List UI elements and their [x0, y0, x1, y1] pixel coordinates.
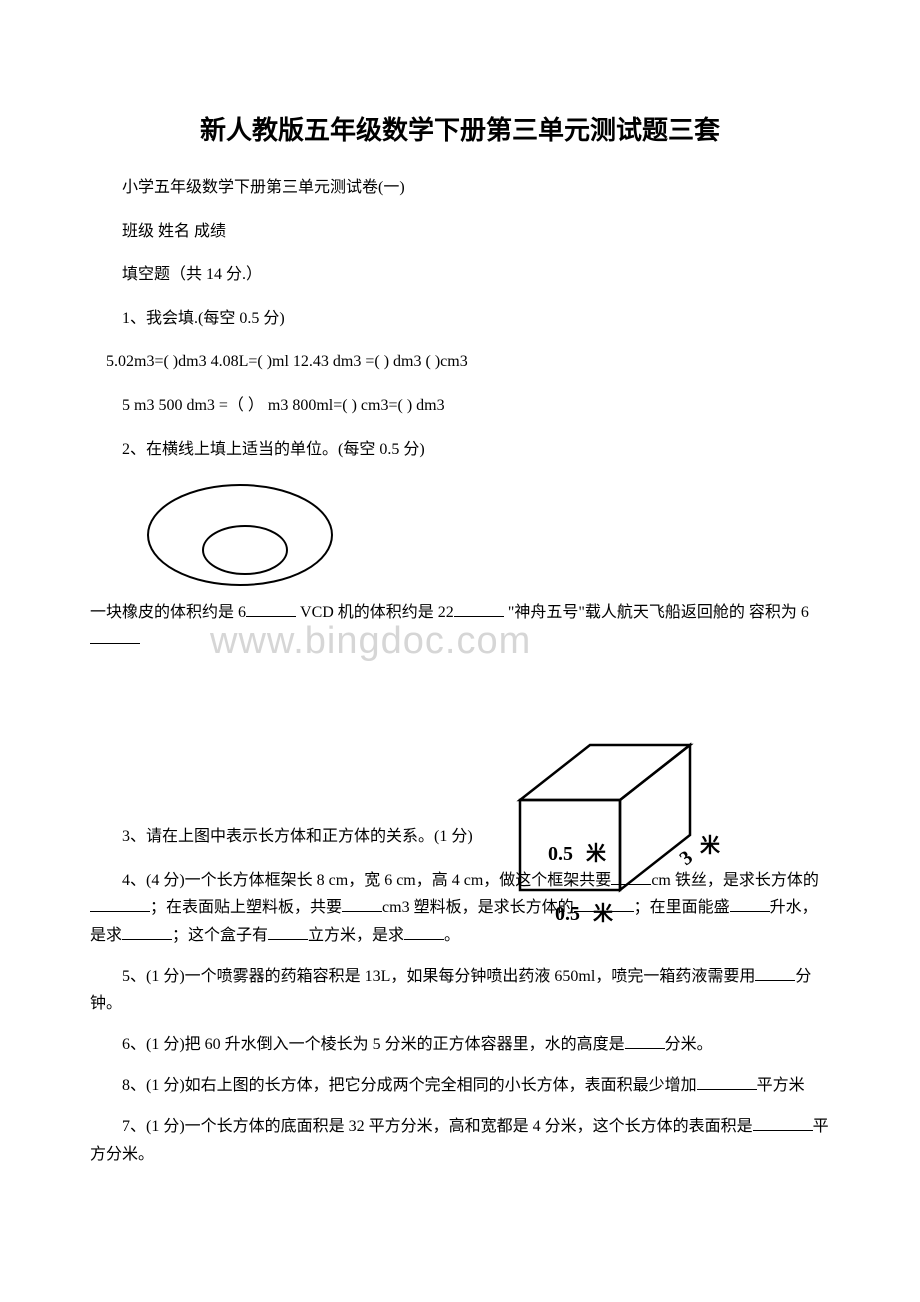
subtitle: 小学五年级数学下册第三单元测试卷(一) [90, 175, 830, 201]
q4-blank-2 [90, 896, 150, 912]
svg-text:米: 米 [593, 902, 614, 925]
q1-label: 1、我会填.(每空 0.5 分) [90, 306, 830, 332]
q2-text-b: VCD 机的体积约是 22 [296, 604, 454, 621]
q5-text: 5、(1 分)一个喷雾器的药箱容积是 13L，如果每分钟喷出药液 650ml，喷… [90, 963, 830, 1017]
q1-row1: 5.02m3=( )dm3 4.08L=( )ml 12.43 dm3 =( )… [90, 349, 830, 375]
q4-blank-5 [730, 896, 770, 912]
q2-text-c: "神舟五号"载人航天飞船返回舱的 容积为 6 [504, 604, 809, 621]
q7-a: 7、(1 分)一个长方体的底面积是 32 平方分米，高和宽都是 4 分米，这个长… [122, 1118, 753, 1135]
q2-label: 2、在横线上填上适当的单位。(每空 0.5 分) [90, 437, 830, 463]
q8-blank [697, 1074, 757, 1090]
svg-text:3: 3 [676, 846, 697, 869]
q4-i: 。 [444, 927, 460, 944]
q4-blank-8 [404, 924, 444, 940]
q6-text: 6、(1 分)把 60 升水倒入一个棱长为 5 分米的正方体容器里，水的高度是 分… [90, 1031, 830, 1058]
document-content: 新人教版五年级数学下册第三单元测试题三套 小学五年级数学下册第三单元测试卷(一)… [90, 110, 830, 1168]
q4-blank-3 [342, 896, 382, 912]
q6-b: 分米。 [665, 1036, 713, 1053]
q4-blank-7 [268, 924, 308, 940]
q4-blank-6 [122, 924, 172, 940]
q2-blank-3 [90, 628, 140, 644]
q4-g: ；这个盒子有 [172, 927, 268, 944]
section-fill-heading: 填空题（共 14 分.） [90, 262, 830, 288]
q6-blank [625, 1033, 665, 1049]
svg-text:米: 米 [586, 842, 607, 865]
q5-blank [755, 965, 795, 981]
q2-blank-1 [246, 601, 296, 617]
q2-text-a: 一块橡皮的体积约是 6 [90, 604, 246, 621]
q2-text: 一块橡皮的体积约是 6 VCD 机的体积约是 22 "神舟五号"载人航天飞船返回… [90, 599, 830, 653]
q1-row2: 5 m3 500 dm3 =（ ） m3 800ml=( ) cm3=( ) d… [90, 393, 830, 419]
q7-text: 7、(1 分)一个长方体的底面积是 32 平方分米，高和宽都是 4 分米，这个长… [90, 1113, 830, 1167]
q2-blank-2 [454, 601, 504, 617]
page-title: 新人教版五年级数学下册第三单元测试题三套 [90, 110, 830, 147]
q4-h: 立方米，是求 [308, 927, 404, 944]
q7-blank [753, 1115, 813, 1131]
q6-a: 6、(1 分)把 60 升水倒入一个棱长为 5 分米的正方体容器里，水的高度是 [122, 1036, 625, 1053]
q8-text: 8、(1 分)如右上图的长方体，把它分成两个完全相同的小长方体，表面积最少增加 平… [90, 1072, 830, 1099]
svg-text:0.5: 0.5 [548, 843, 573, 865]
svg-text:米: 米 [700, 834, 721, 857]
q8-a: 8、(1 分)如右上图的长方体，把它分成两个完全相同的小长方体，表面积最少增加 [122, 1077, 697, 1094]
q5-a: 5、(1 分)一个喷雾器的药箱容积是 13L，如果每分钟喷出药液 650ml，喷… [122, 968, 755, 985]
q8-b: 平方米 [757, 1077, 805, 1094]
oval-diagram [140, 480, 830, 595]
q4-c: ；在表面贴上塑料板，共要 [150, 899, 342, 916]
header-fields: 班级 姓名 成绩 [90, 219, 830, 245]
cuboid-figure: 0.5 米 0.5 米 3 米 [500, 730, 730, 945]
svg-text:0.5: 0.5 [555, 903, 580, 925]
